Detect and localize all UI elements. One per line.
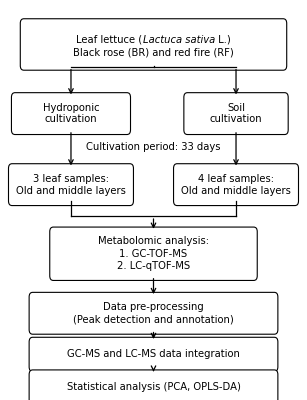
Text: 3 leaf samples:: 3 leaf samples: xyxy=(33,174,109,184)
Text: cultivation: cultivation xyxy=(210,114,262,124)
FancyBboxPatch shape xyxy=(9,164,134,206)
FancyBboxPatch shape xyxy=(29,337,278,372)
Text: Soil: Soil xyxy=(227,103,245,113)
Text: Old and middle layers: Old and middle layers xyxy=(181,186,291,196)
Text: Black rose (BR) and red fire (RF): Black rose (BR) and red fire (RF) xyxy=(73,47,234,57)
Text: 1. GC-TOF-MS: 1. GC-TOF-MS xyxy=(119,249,188,259)
Text: Cultivation period: 33 days: Cultivation period: 33 days xyxy=(86,142,221,152)
Text: Old and middle layers: Old and middle layers xyxy=(16,186,126,196)
Text: Data pre-processing: Data pre-processing xyxy=(103,302,204,312)
Text: 2. LC-qTOF-MS: 2. LC-qTOF-MS xyxy=(117,261,190,271)
FancyBboxPatch shape xyxy=(29,292,278,334)
FancyBboxPatch shape xyxy=(173,164,298,206)
Text: Metabolomic analysis:: Metabolomic analysis: xyxy=(98,236,209,246)
Text: (Peak detection and annotation): (Peak detection and annotation) xyxy=(73,314,234,324)
Text: Statistical analysis (PCA, OPLS-DA): Statistical analysis (PCA, OPLS-DA) xyxy=(67,382,240,392)
FancyBboxPatch shape xyxy=(184,93,288,134)
Text: 4 leaf samples:: 4 leaf samples: xyxy=(198,174,274,184)
Text: GC-MS and LC-MS data integration: GC-MS and LC-MS data integration xyxy=(67,349,240,359)
FancyBboxPatch shape xyxy=(29,370,278,400)
Text: Hydroponic: Hydroponic xyxy=(43,103,99,113)
Text: cultivation: cultivation xyxy=(45,114,97,124)
FancyBboxPatch shape xyxy=(11,93,130,134)
FancyBboxPatch shape xyxy=(20,19,287,70)
FancyBboxPatch shape xyxy=(50,227,257,280)
